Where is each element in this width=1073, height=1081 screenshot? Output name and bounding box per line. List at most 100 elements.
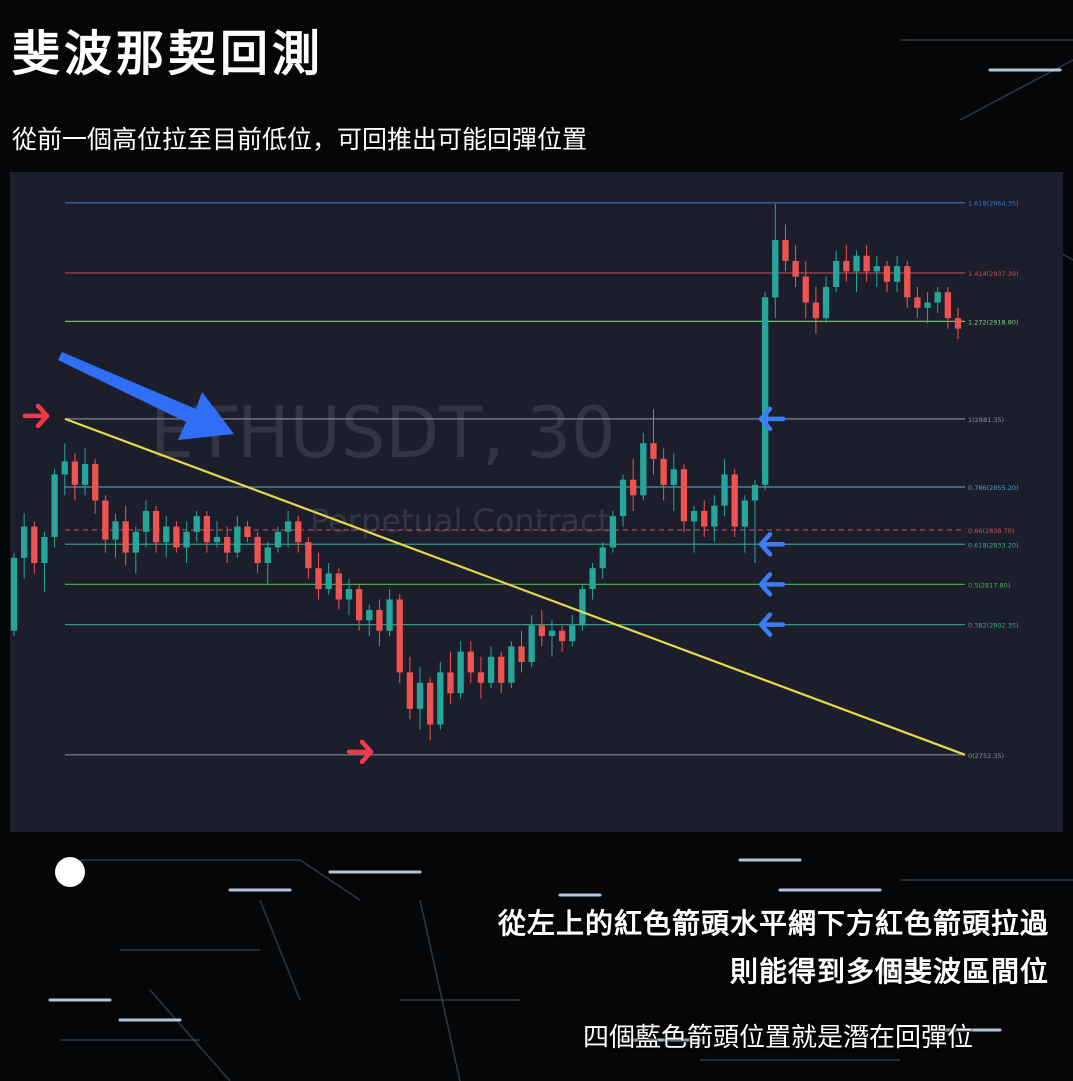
candle-up [163, 526, 170, 543]
candle-down [71, 461, 79, 485]
candle-up [893, 266, 901, 282]
fib-level-label: 0.5(2817.80) [968, 581, 1010, 589]
candle-up [264, 547, 271, 564]
candle-up [457, 651, 464, 694]
candle-down [701, 510, 708, 527]
candle-up [386, 599, 393, 631]
watermark: ETHUSDT, 30 Perpetual Contract [150, 392, 616, 540]
page-title: 斐波那契回測 [12, 26, 325, 82]
candle-down [863, 255, 870, 272]
background-glow-dot [55, 857, 85, 887]
candle-up [670, 469, 677, 485]
candle-down [447, 672, 454, 694]
fib-level-label: 1.414(2937.39) [968, 270, 1019, 278]
candle-down [782, 240, 789, 261]
fib-level-label: 1.618(2964.35) [968, 200, 1019, 208]
candle-down [467, 651, 474, 673]
candle-up [772, 240, 779, 298]
candle-down [31, 526, 38, 564]
candle-down [954, 318, 962, 329]
candle-up [589, 568, 596, 590]
candle-down [305, 542, 312, 569]
background-circuit-line [259, 899, 301, 1001]
candle-up [741, 500, 748, 527]
candle-up [619, 479, 627, 517]
candle-down [731, 474, 738, 527]
candle-down [802, 276, 809, 303]
candle-up [437, 672, 444, 725]
candle-up [609, 516, 617, 548]
note-line-3: 四個藍色箭頭位置就是潛在回彈位 [582, 1023, 973, 1053]
candle-up [924, 302, 931, 308]
candle-down [944, 292, 951, 319]
note-line-1: 從左上的紅色箭頭水平網下方紅色箭頭拉過 [497, 907, 1049, 940]
background-circuit-line [149, 989, 231, 1081]
candle-down [914, 297, 921, 308]
candle-down [335, 573, 342, 600]
candle-up [10, 557, 18, 631]
candle-up [112, 521, 119, 540]
candle-down [376, 609, 383, 631]
fib-level-label: 1.272(2918.80) [968, 318, 1019, 326]
yellow-trendline [64, 417, 966, 756]
candle-down [152, 510, 160, 543]
candle-down [203, 516, 211, 543]
candle-down [650, 443, 657, 459]
watermark-subtitle: Perpetual Contract [310, 502, 610, 540]
candle-up [833, 260, 840, 287]
candle-up [640, 443, 647, 496]
candle-up [284, 521, 292, 532]
candle-up [183, 531, 190, 548]
candle-up [51, 474, 58, 537]
candle-up [142, 510, 150, 532]
candle-up [487, 656, 495, 683]
candle-up [934, 292, 941, 303]
candle-up [711, 505, 718, 527]
background-glow-dot [879, 959, 897, 977]
blue-arrow-rebound [758, 406, 786, 432]
candle-down [396, 599, 403, 673]
candlestick-chart-panel: ETHUSDT, 30 Perpetual Contract 1.618(296… [10, 172, 1063, 832]
candle-down [680, 469, 688, 522]
candle-up [690, 510, 698, 522]
candle-up [61, 461, 68, 475]
candle-down [406, 672, 414, 709]
fib-level-label: 0.66(2838.70) [968, 527, 1014, 535]
candle-down [122, 521, 129, 553]
candle-up [853, 255, 860, 272]
candle-down [812, 302, 820, 319]
candle-up [508, 646, 515, 683]
candle-up [416, 682, 424, 709]
page-subtitle: 從前一個高位拉至目前低位，可回推出可能回彈位置 [12, 125, 588, 154]
candle-up [366, 609, 373, 621]
candle-down [295, 521, 302, 543]
fib-level-label: 0.618(2833.20) [968, 541, 1019, 549]
candle-down [558, 630, 566, 642]
candle-down [904, 266, 911, 298]
candle-down [355, 589, 363, 621]
candle-down [427, 682, 434, 725]
candle-down [630, 479, 637, 496]
candle-down [498, 656, 505, 683]
red-arrow-low [346, 739, 374, 765]
blue-arrow-rebound [758, 532, 786, 557]
candle-up [751, 484, 759, 501]
big-blue-arrow [58, 352, 234, 440]
candle-up [822, 286, 830, 319]
candle-up [761, 297, 769, 485]
candle-down [660, 458, 667, 485]
candle-down [518, 646, 525, 662]
candle-down [244, 526, 251, 537]
fib-level-label: 0.382(2802.35) [968, 622, 1019, 630]
candle-up [41, 536, 48, 564]
candle-down [792, 260, 799, 277]
blue-arrow-rebound [758, 572, 786, 597]
candle-down [173, 526, 180, 548]
candle-up [213, 536, 221, 543]
candle-up [21, 526, 28, 558]
candle-up [132, 531, 139, 553]
background-circuit-line [419, 899, 461, 1081]
candle-down [254, 536, 261, 564]
candle-down [538, 625, 545, 636]
